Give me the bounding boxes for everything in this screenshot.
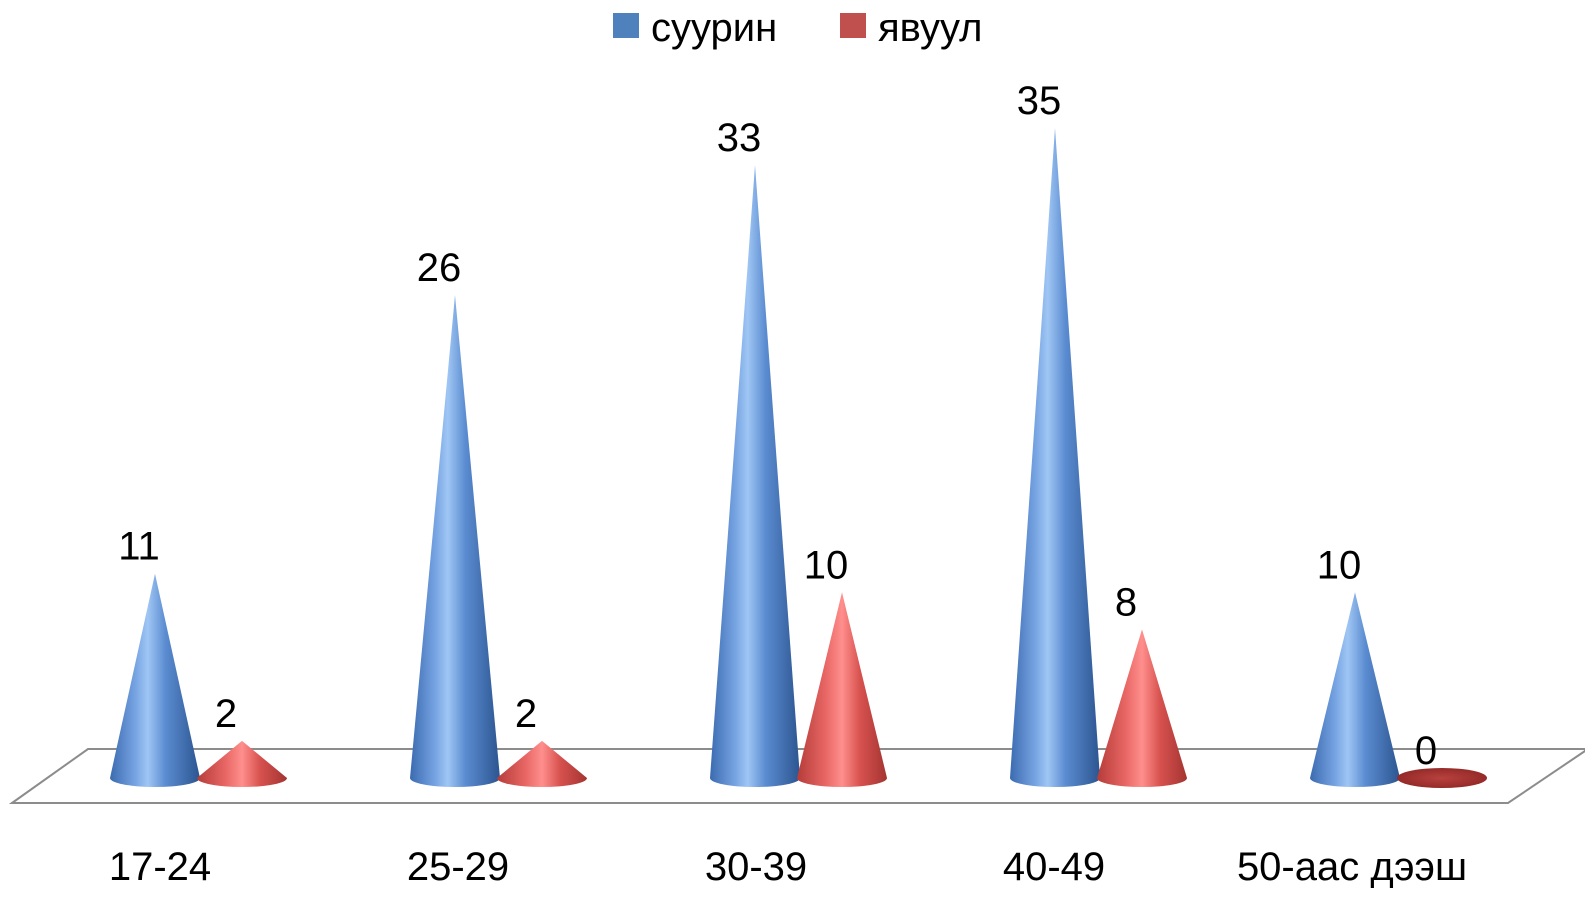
cone-series2-cat3	[797, 592, 887, 787]
cone-series2-cat2	[497, 740, 587, 787]
legend-label-series-2: явуул	[878, 6, 983, 50]
legend-label-series-1: суурин	[651, 6, 777, 50]
data-label-series2-cat2: 2	[515, 692, 537, 736]
data-label-series1-cat5: 10	[1317, 543, 1362, 587]
category-label-4: 40-49	[1003, 845, 1105, 889]
data-label-series2-cat1: 2	[215, 692, 237, 736]
cone-series2-cat5	[1397, 768, 1487, 788]
data-label-series2-cat3: 10	[804, 543, 849, 587]
category-axis: 17-24 25-29 30-39 40-49 50-аас дээш	[109, 845, 1467, 889]
legend-item-series-1: суурин	[613, 6, 777, 50]
data-label-series2-cat4: 8	[1115, 580, 1137, 624]
data-label-series2-cat5: 0	[1415, 729, 1437, 773]
data-labels: 11 2 26 2 33 10 35 8 10 0	[118, 79, 1437, 773]
legend-swatch-series-1	[613, 13, 639, 38]
cone-series1-cat4	[1010, 128, 1100, 787]
legend-swatch-series-2	[840, 13, 866, 38]
cone-series1-cat3	[710, 165, 800, 788]
cone-series1-cat2	[410, 295, 500, 787]
data-label-series1-cat4: 35	[1017, 79, 1062, 123]
cone-series1-cat1	[110, 573, 200, 787]
category-label-3: 30-39	[705, 845, 807, 889]
category-label-1: 17-24	[109, 845, 211, 889]
plot-area	[110, 128, 1487, 788]
category-label-2: 25-29	[407, 845, 509, 889]
cone-series2-cat4	[1097, 629, 1187, 787]
category-label-5: 50-аас дээш	[1237, 845, 1467, 889]
data-label-series1-cat3: 33	[717, 116, 762, 160]
cone-series1-cat5	[1310, 592, 1400, 787]
legend: суурин явуул	[613, 6, 983, 50]
legend-item-series-2: явуул	[840, 6, 983, 50]
cone-series2-cat1	[197, 740, 287, 787]
data-label-series1-cat1: 11	[118, 525, 160, 569]
data-label-series1-cat2: 26	[417, 246, 462, 290]
